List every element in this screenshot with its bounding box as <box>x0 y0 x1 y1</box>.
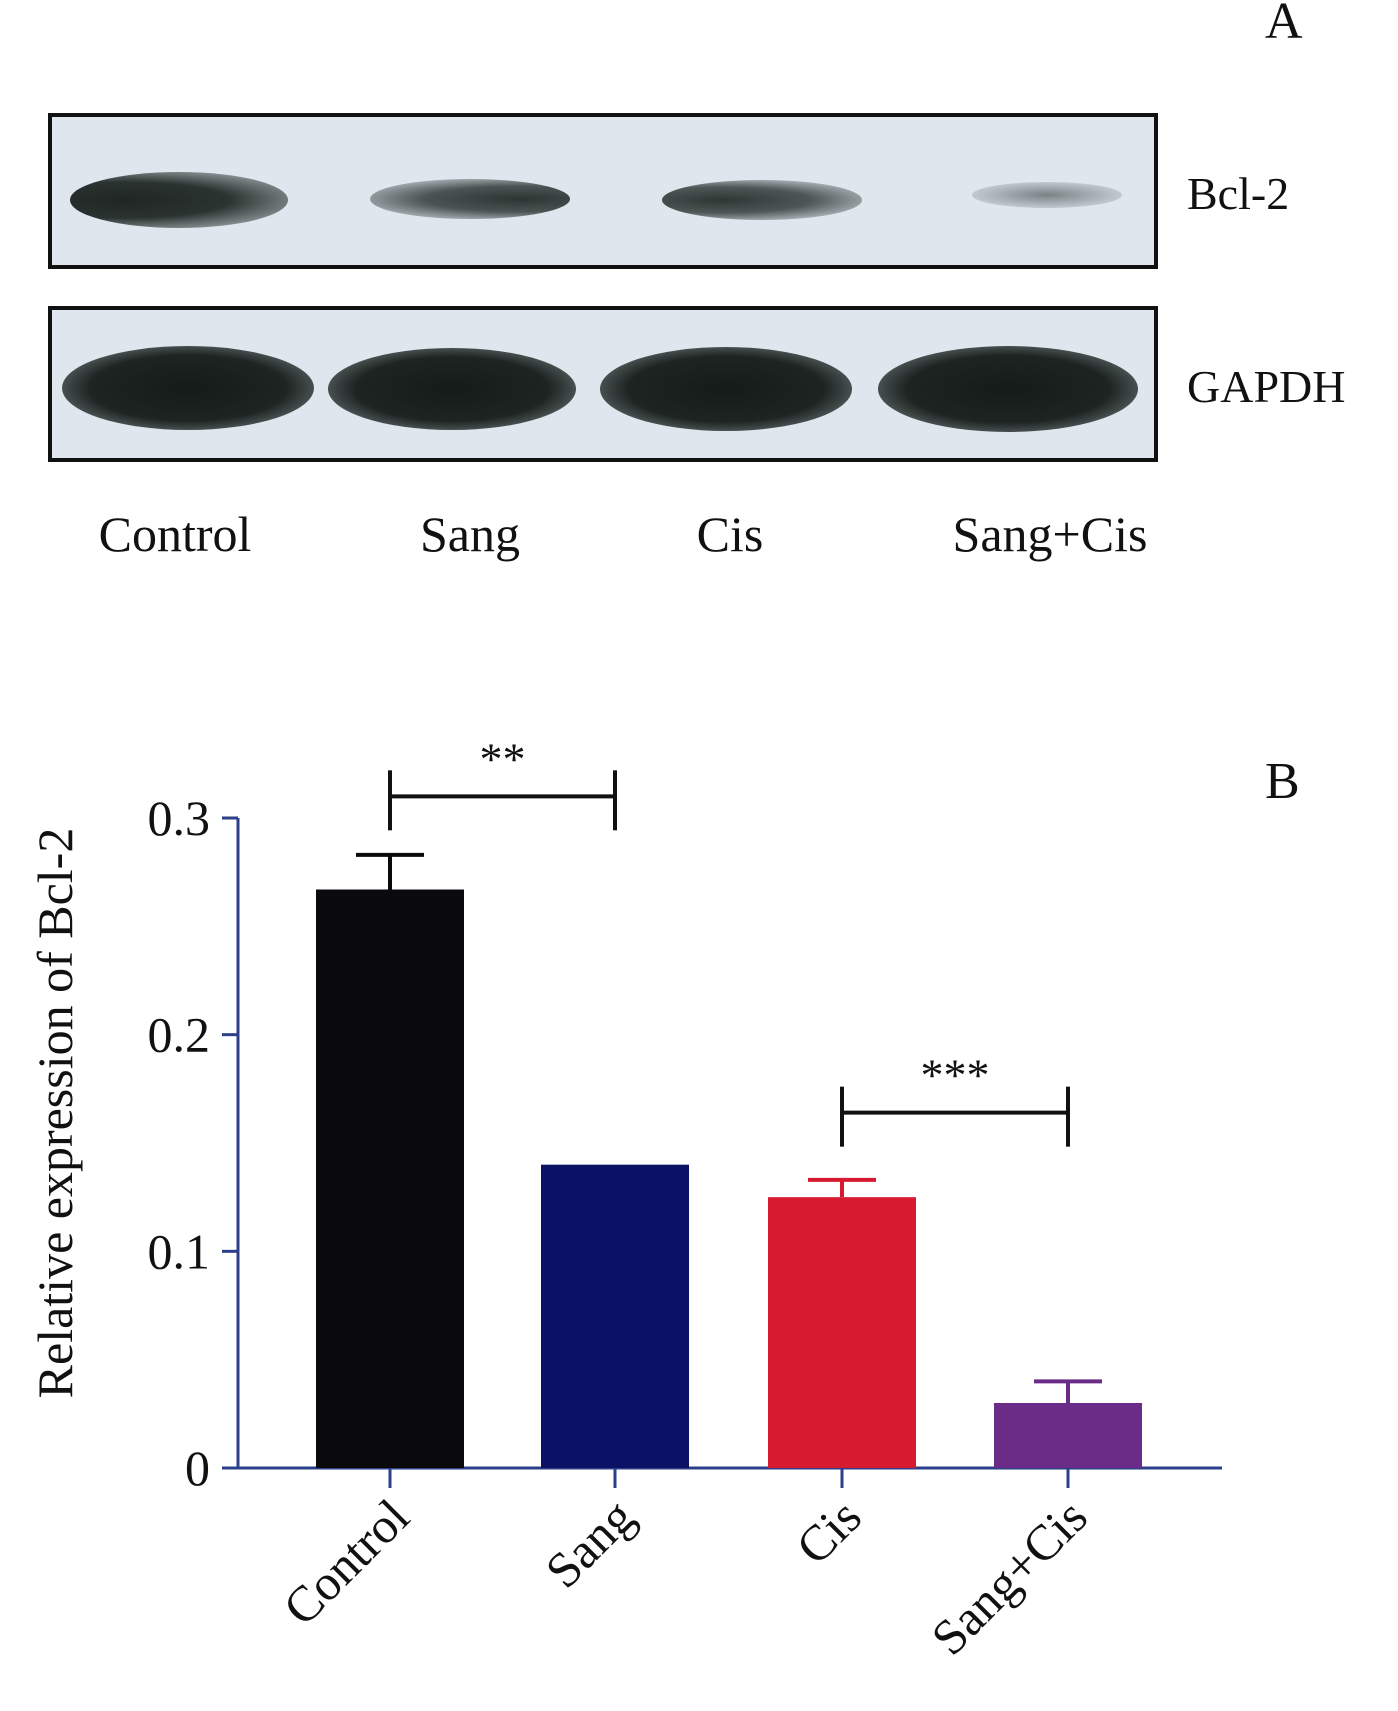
x-tick-label: Control <box>272 1488 420 1636</box>
bcl2-band-cis <box>662 180 862 220</box>
gapdh-band-cis <box>600 347 852 431</box>
gapdh-label: GAPDH <box>1187 361 1346 412</box>
y-tick-label: 0 <box>185 1440 210 1496</box>
x-tick-label: Cis <box>785 1488 872 1575</box>
panel-b-letter: B <box>1265 753 1300 810</box>
bar-sang <box>541 1164 689 1468</box>
y-tick-label: 0.3 <box>148 790 211 846</box>
bar-control <box>316 889 464 1468</box>
gapdh-band-control <box>62 346 314 430</box>
bar-cis <box>768 1197 916 1468</box>
bcl2-band-sang-cis <box>972 182 1122 208</box>
bcl2-band-sang <box>370 179 570 219</box>
lane-label-sang: Sang <box>420 506 520 562</box>
y-tick-label: 0.1 <box>148 1223 211 1279</box>
lane-label-cis: Cis <box>696 506 764 562</box>
panel-a-letter: A <box>1265 0 1303 50</box>
bar-sang-cis <box>994 1403 1142 1468</box>
significance-label: *** <box>921 1050 990 1101</box>
y-axis-title: Relative expression of Bcl-2 <box>27 828 83 1399</box>
x-tick-label: Sang+Cis <box>920 1488 1097 1665</box>
y-tick-label: 0.2 <box>148 1007 211 1063</box>
lane-label-control: Control <box>98 506 252 562</box>
bcl2-blot <box>48 113 1158 269</box>
gapdh-band-sang-cis <box>878 346 1138 432</box>
significance-label: ** <box>480 733 526 784</box>
bcl2-band-control <box>70 172 288 228</box>
x-tick-label: Sang <box>534 1488 644 1598</box>
lane-label-sang-cis: Sang+Cis <box>952 506 1148 562</box>
gapdh-blot <box>48 306 1158 462</box>
gapdh-band-sang <box>328 348 576 430</box>
bcl2-label: Bcl-2 <box>1187 168 1290 219</box>
